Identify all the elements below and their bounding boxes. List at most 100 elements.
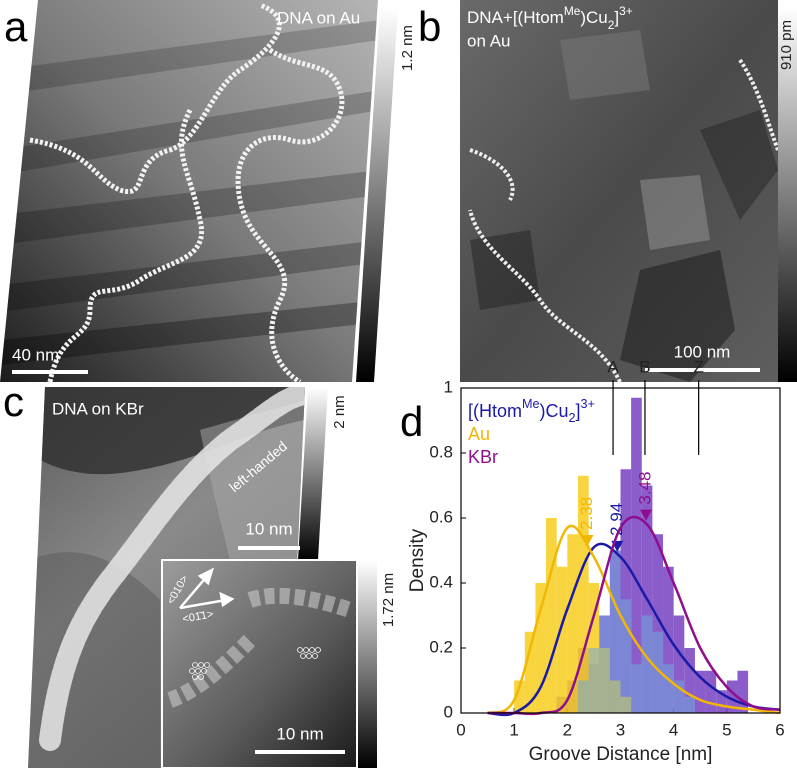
histogram-bar (663, 566, 674, 713)
fit-curve (487, 542, 781, 717)
x-axis-label: Groove Distance [nm] (529, 744, 713, 765)
inset: <010> <01̄1> 10 nm 1.72 nm (161, 559, 397, 768)
x-tick-label: 1 (509, 720, 518, 739)
histogram-bar (556, 566, 568, 713)
direction-arrows (179, 567, 235, 610)
histogram-bar (716, 690, 727, 713)
panel-caption: on Au (467, 31, 511, 50)
scale-bar-label: 100 nm (674, 342, 731, 361)
text-segment: Me (522, 397, 540, 411)
peak-label: 2.38 (577, 497, 596, 530)
text-segment: ] (576, 401, 581, 421)
histogram-bar (726, 680, 738, 713)
x-tick-label: 2 (563, 720, 572, 739)
histogram-bar (705, 670, 717, 713)
histogram-bar (524, 631, 536, 713)
fit-curve (487, 524, 781, 715)
histogram-bar (737, 670, 749, 713)
colorbar (778, 8, 797, 382)
text-segment: Me (564, 4, 581, 18)
histogram-bar (652, 631, 664, 713)
panel-label: c (3, 378, 24, 425)
histogram-bar (599, 615, 610, 713)
text-segment: KBr (468, 447, 498, 467)
x-tick-label: 3 (616, 720, 625, 739)
y-tick-label: 0.6 (429, 507, 453, 526)
panel-caption: DNA on KBr (52, 399, 144, 418)
reference-label: B (639, 357, 650, 376)
text-segment: 2 (608, 18, 615, 32)
panel-label: b (418, 3, 441, 50)
colorbar (298, 387, 328, 560)
scale-bar-label: 10 nm (245, 519, 292, 538)
colorbar-label: 2 nm (331, 395, 348, 428)
y-axis-label: Density (407, 528, 428, 592)
peak-marker (581, 534, 594, 546)
histogram-bar (663, 664, 674, 713)
text-segment: Au (468, 424, 490, 444)
histogram-bar (514, 680, 525, 713)
y-tick-label: 0.2 (429, 637, 453, 656)
panel-label: a (4, 3, 28, 50)
histogram-bar (631, 664, 642, 713)
plot-frame (460, 387, 781, 714)
histogram-bar (588, 648, 600, 713)
histogram-bar (641, 615, 653, 713)
scale-bar-label: 40 nm (12, 345, 59, 364)
lattice-markers (189, 647, 321, 680)
terraces (0, 2, 378, 382)
y-tick-label: 0.4 (429, 572, 453, 591)
histogram-bar (684, 696, 695, 713)
histogram-bar (652, 534, 664, 713)
histogram-bar (577, 475, 589, 713)
panel-caption: DNA on Au (277, 8, 360, 27)
histogram-bar (546, 518, 557, 713)
peak-marker (640, 509, 653, 521)
panel-b: 910 pm b DNA+[(HtomMe)Cu2]3+ on Au 100 n… (418, 0, 797, 383)
text-segment: DNA+[(Htom (467, 8, 564, 27)
domains (468, 30, 780, 383)
histogram-bar (694, 670, 706, 713)
legend-entry: KBr (468, 447, 498, 467)
panel-label: d (400, 398, 423, 445)
y-tick-label: 1 (444, 377, 453, 396)
histogram-bar (620, 599, 632, 713)
text-segment: )Cu (580, 8, 607, 27)
colorbar-label: 1.2 nm (399, 25, 416, 71)
y-tick-label: 0.8 (429, 442, 453, 461)
colorbar-label: 1.72 nm (380, 573, 397, 627)
histogram-bar (684, 648, 695, 713)
text-segment: [(Htom (468, 401, 522, 421)
x-tick-label: 4 (669, 720, 678, 739)
text-segment: ] (614, 8, 619, 27)
x-tick-label: 5 (722, 720, 731, 739)
x-tick-label: 6 (775, 720, 784, 739)
histogram-bar (673, 615, 685, 713)
inset-image (161, 559, 358, 768)
text-segment: 3+ (581, 397, 595, 411)
text-segment: 2 (569, 411, 576, 425)
panel-c: 2 nm c DNA on KBr left-handed 10 nm <010… (3, 378, 397, 768)
peak-label: 2.94 (607, 503, 626, 536)
terraces (28, 387, 305, 768)
histogram-bar (577, 680, 589, 713)
colorbar-label: 910 pm (778, 20, 795, 70)
colorbar (358, 560, 377, 768)
x-tick-label: 0 (456, 720, 465, 739)
reference-label: Z (693, 357, 703, 376)
legend-entry: Au (468, 424, 490, 444)
histogram-bar (567, 534, 578, 713)
reference-label: A (607, 357, 619, 376)
peak-label: 3.48 (636, 472, 655, 505)
panel-caption: DNA+[(HtomMe)Cu2]3+ (467, 4, 633, 32)
histogram-bar (631, 397, 642, 713)
panel-d: d 0 1 2 3 4 5 6 0 0.2 0.4 0.6 0.8 1 A B Z Groove Distanc… (400, 357, 785, 765)
histogram-bar (535, 583, 547, 713)
afm-image (0, 0, 378, 382)
direction-label: <01̄1> (182, 608, 215, 625)
legend-entry: [(HtomMe)Cu2]3+ (468, 397, 595, 425)
colorbar (356, 8, 398, 382)
histogram-bar (609, 550, 621, 713)
histogram-bar (673, 680, 685, 713)
